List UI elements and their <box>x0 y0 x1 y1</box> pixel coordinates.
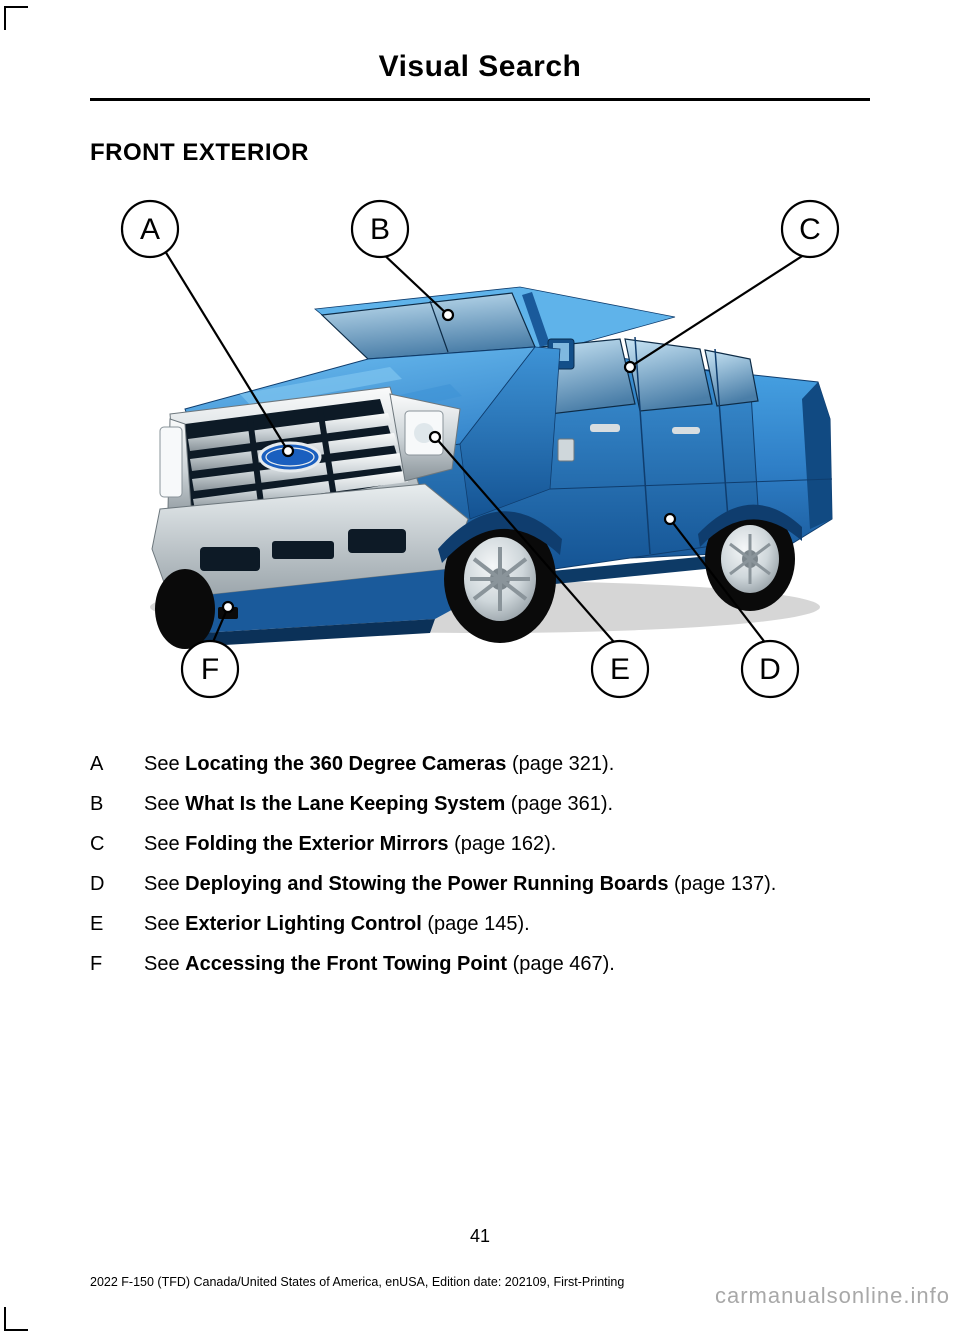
page: Visual Search FRONT EXTERIOR <box>0 0 960 1337</box>
fender-badge <box>558 439 574 461</box>
legend-text: See Accessing the Front Towing Point (pa… <box>144 947 615 981</box>
callout-label-b: B <box>370 213 390 246</box>
callout-dot-b <box>443 310 453 320</box>
watermark: carmanualsonline.info <box>715 1283 950 1309</box>
callout-dot-c <box>625 362 635 372</box>
callout-label-d: D <box>759 653 781 686</box>
callout-label-f: F <box>201 653 219 686</box>
callout-dot-a <box>283 446 293 456</box>
page-title: Visual Search <box>90 50 870 84</box>
header: Visual Search <box>90 50 870 101</box>
bumper-vent-left <box>200 547 260 571</box>
door-handle-rear <box>672 427 700 434</box>
callout-dot-e <box>430 432 440 442</box>
legend-row: C See Folding the Exterior Mirrors (page… <box>90 827 870 861</box>
legend-letter: E <box>90 907 110 941</box>
legend-letter: C <box>90 827 110 861</box>
page-number: 41 <box>0 1226 960 1247</box>
crop-mark-bottom-left <box>4 1307 28 1331</box>
legend-list: A See Locating the 360 Degree Cameras (p… <box>90 747 870 981</box>
legend-letter: D <box>90 867 110 901</box>
section-title: FRONT EXTERIOR <box>90 139 870 167</box>
legend-row: E See Exterior Lighting Control (page 14… <box>90 907 870 941</box>
legend-text: See Deploying and Stowing the Power Runn… <box>144 867 776 901</box>
legend-text: See Locating the 360 Degree Cameras (pag… <box>144 747 614 781</box>
diagram-container: A B C D E F <box>90 189 870 709</box>
footer-text: 2022 F-150 (TFD) Canada/United States of… <box>90 1275 624 1289</box>
callout-label-e: E <box>610 653 630 686</box>
legend-letter: A <box>90 747 110 781</box>
legend-text: See Folding the Exterior Mirrors (page 1… <box>144 827 556 861</box>
door-handle-front <box>590 424 620 432</box>
bumper-vent-center <box>272 541 334 559</box>
crop-mark-top-left <box>4 6 28 30</box>
headlight-left-lens <box>160 427 182 497</box>
legend-row: D See Deploying and Stowing the Power Ru… <box>90 867 870 901</box>
legend-text: See Exterior Lighting Control (page 145)… <box>144 907 530 941</box>
legend-letter: F <box>90 947 110 981</box>
legend-row: F See Accessing the Front Towing Point (… <box>90 947 870 981</box>
legend-row: A See Locating the 360 Degree Cameras (p… <box>90 747 870 781</box>
callout-dot-f <box>223 602 233 612</box>
legend-letter: B <box>90 787 110 821</box>
tire-front-left <box>155 569 215 649</box>
callout-label-c: C <box>799 213 821 246</box>
callout-dot-d <box>665 514 675 524</box>
truck-diagram: A B C D E F <box>90 189 870 709</box>
legend-row: B See What Is the Lane Keeping System (p… <box>90 787 870 821</box>
legend-text: See What Is the Lane Keeping System (pag… <box>144 787 613 821</box>
callout-line-c <box>630 251 810 367</box>
bumper-vent-right <box>348 529 406 553</box>
callout-label-a: A <box>140 213 160 246</box>
